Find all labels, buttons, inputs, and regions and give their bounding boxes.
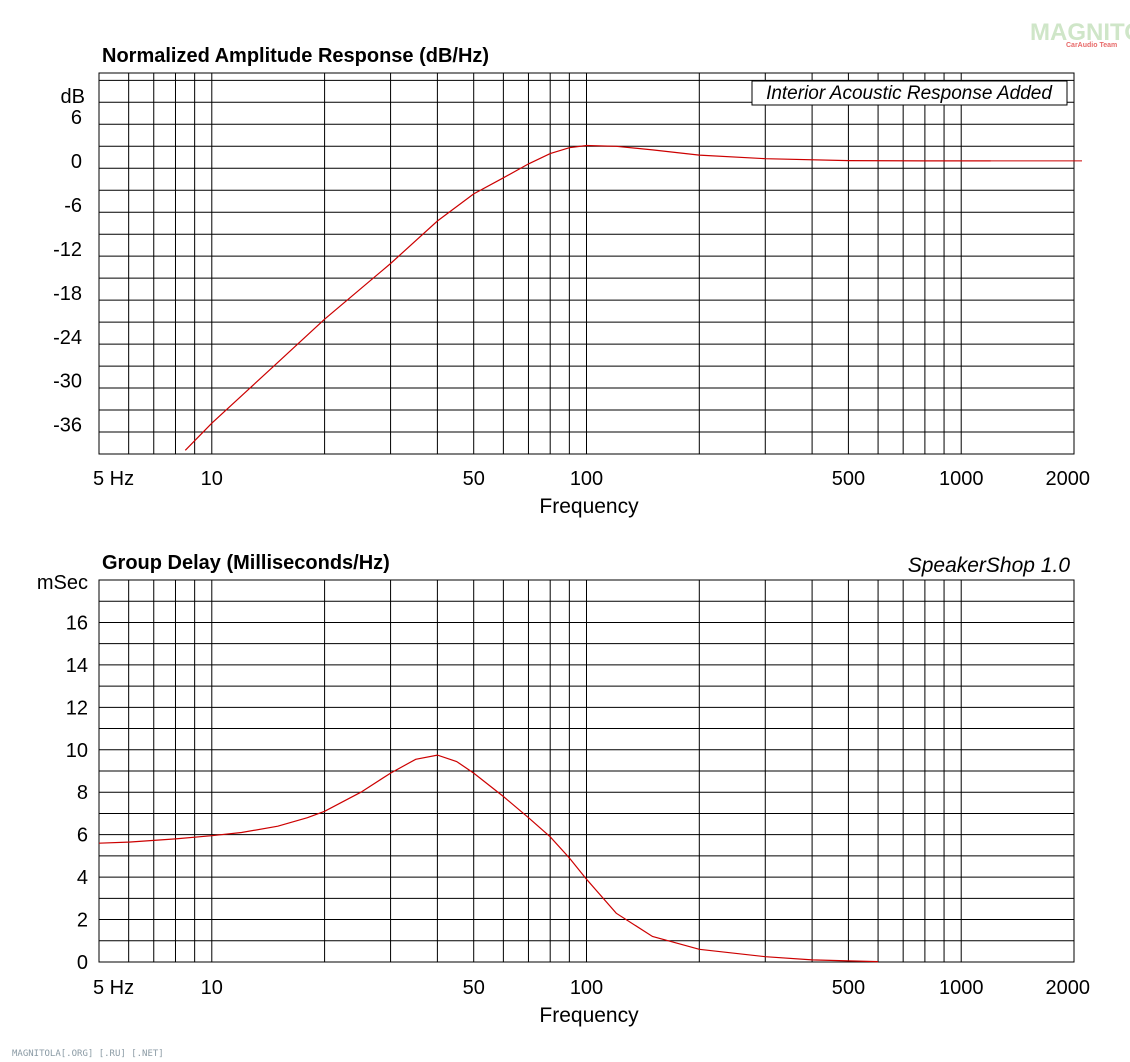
x-tick-label: 10 <box>201 977 223 999</box>
y-tick-label: 2 <box>77 910 88 932</box>
y-tick-label: 10 <box>66 740 88 762</box>
y-tick-label: 6 <box>77 825 88 847</box>
chart-title: Normalized Amplitude Response (dB/Hz) <box>102 45 489 67</box>
annotation-frame <box>751 80 1068 106</box>
group-delay-chart: Group Delay (Milliseconds/Hz) SpeakerSho… <box>37 552 1090 1027</box>
y-tick-label: 4 <box>77 867 88 889</box>
x-tick-label: 50 <box>463 977 485 999</box>
x-tick-label: 50 <box>463 468 485 490</box>
y-tick-label: 0 <box>77 952 88 974</box>
grid <box>98 579 1075 963</box>
y-tick-label: 16 <box>66 612 88 634</box>
y-tick-label: -12 <box>53 239 82 261</box>
x-tick-label: 2000 <box>1046 468 1091 490</box>
grid <box>98 72 1075 455</box>
y-tick-label: -36 <box>53 415 82 437</box>
y-tick-label: 14 <box>66 655 88 677</box>
y-tick-label: -24 <box>53 327 82 349</box>
magnitola-logo: MAGNITOLA CarAudio Team <box>1030 19 1130 49</box>
x-tick-labels: 5 Hz 10 50 100 500 1000 2000 <box>93 468 1090 490</box>
x-tick-label: 1000 <box>939 468 984 490</box>
x-axis-label: Frequency <box>539 1004 639 1027</box>
annotation-box: Interior Acoustic Response Added <box>751 80 1068 106</box>
series-line <box>98 754 879 963</box>
footer-watermark: MAGNITOLA[.ORG] [.RU] [.NET] <box>12 1049 164 1059</box>
x-tick-label: 500 <box>832 468 865 490</box>
x-tick-label: 5 Hz <box>93 468 134 490</box>
y-tick-label: -30 <box>53 371 82 393</box>
y-tick-label: 12 <box>66 697 88 719</box>
y-tick-label: 8 <box>77 782 88 804</box>
y-axis-unit-label: mSec <box>37 572 88 594</box>
y-tick-labels: 6 0 -6 -12 -18 -24 -30 -36 <box>53 107 82 437</box>
software-credit: SpeakerShop 1.0 <box>908 554 1071 577</box>
x-tick-label: 2000 <box>1046 977 1091 999</box>
x-tick-labels: 5 Hz 10 50 100 500 1000 2000 <box>93 977 1090 999</box>
x-tick-label: 10 <box>201 468 223 490</box>
logo-subtitle: CarAudio Team <box>1066 42 1117 49</box>
y-tick-labels: 0 2 4 6 8 10 12 14 16 <box>66 612 88 974</box>
y-axis-unit-label: dB <box>61 86 85 108</box>
y-tick-label: 6 <box>71 107 82 129</box>
x-tick-label: 100 <box>570 468 603 490</box>
x-tick-label: 500 <box>832 977 865 999</box>
annotation-text: Interior Acoustic Response Added <box>766 83 1053 104</box>
x-axis-label: Frequency <box>539 495 639 518</box>
amplitude-response-chart: Normalized Amplitude Response (dB/Hz) dB… <box>53 45 1090 518</box>
x-tick-label: 5 Hz <box>93 977 134 999</box>
series-line <box>184 144 991 451</box>
chart-title: Group Delay (Milliseconds/Hz) <box>102 552 390 574</box>
x-tick-label: 1000 <box>939 977 984 999</box>
y-tick-label: 0 <box>71 151 82 173</box>
x-tick-label: 100 <box>570 977 603 999</box>
y-tick-label: -18 <box>53 283 82 305</box>
y-tick-label: -6 <box>64 195 82 217</box>
logo-name: MAGNITOLA <box>1030 19 1130 46</box>
